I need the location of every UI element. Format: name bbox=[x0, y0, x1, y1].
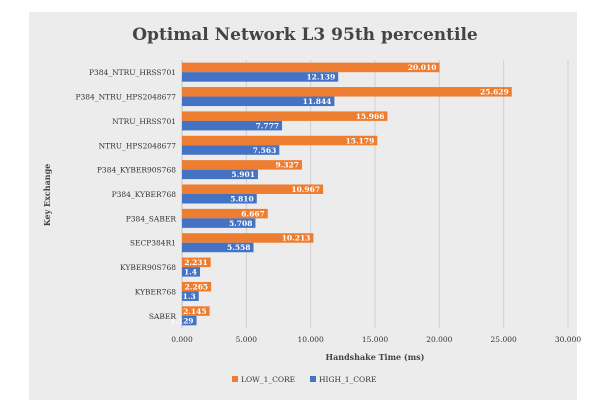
data-label: 7.777 bbox=[256, 121, 280, 130]
data-label: 25.629 bbox=[480, 88, 509, 97]
bar-high_1_core bbox=[182, 267, 201, 277]
data-label: 5.708 bbox=[229, 219, 253, 228]
bar-low_1_core bbox=[182, 233, 314, 243]
x-axis-title: Handshake Time (ms) bbox=[326, 352, 425, 362]
data-label: 9.327 bbox=[276, 161, 300, 170]
x-tick-label: 5.000 bbox=[236, 335, 258, 344]
data-label: 12.139 bbox=[306, 73, 335, 82]
bar-low_1_core bbox=[182, 306, 210, 316]
data-label: 1.129 bbox=[170, 316, 194, 325]
data-label: 1.4 bbox=[184, 268, 197, 277]
data-label: 15.179 bbox=[346, 136, 375, 145]
bar-low_1_core bbox=[182, 184, 324, 194]
bar-high_1_core bbox=[182, 315, 197, 326]
category-label: P384_SABER bbox=[126, 214, 177, 223]
x-tick-label: 0.000 bbox=[171, 335, 193, 344]
bar-low_1_core bbox=[182, 160, 303, 170]
x-tick-label: 25.000 bbox=[491, 335, 517, 344]
data-label: 2.231 bbox=[184, 258, 208, 267]
category-label: P384_KYBER90S768 bbox=[97, 166, 176, 175]
legend-label: HIGH_1_CORE bbox=[319, 375, 376, 384]
bar-low_1_core bbox=[182, 111, 388, 121]
category-label: SABER bbox=[149, 312, 177, 321]
bar-low_1_core bbox=[182, 281, 212, 292]
bar-low_1_core bbox=[182, 257, 211, 268]
category-label: P384_NTRU_HRSS701 bbox=[89, 68, 176, 77]
data-label: 10.213 bbox=[282, 234, 311, 243]
x-tick-label: 15.000 bbox=[362, 335, 388, 344]
bars: 20.010 12.139 25.629 11.844 15.966 7.777 15.17… bbox=[170, 62, 512, 326]
data-label: 20.010 bbox=[408, 63, 437, 72]
category-label: NTRU_HPS2048677 bbox=[99, 141, 177, 150]
legend-swatch bbox=[232, 376, 238, 382]
bar-high_1_core bbox=[182, 72, 339, 82]
data-label: 5.901 bbox=[231, 170, 255, 179]
legend-swatch bbox=[310, 376, 316, 382]
x-tick-label: 20.000 bbox=[426, 335, 452, 344]
category-label: NTRU_HRSS701 bbox=[112, 117, 176, 126]
legend-label: LOW_1_CORE bbox=[241, 375, 295, 384]
category-labels: P384_NTRU_HRSS701 P384_NTRU_HPS2048677 NTR… bbox=[75, 68, 176, 321]
data-label: 7.563 bbox=[253, 146, 277, 155]
category-label: P384_KYBER768 bbox=[112, 190, 177, 199]
data-label: 15.966 bbox=[356, 112, 385, 121]
category-label: KYBER90S768 bbox=[120, 263, 176, 272]
bar-high_1_core bbox=[182, 194, 257, 204]
chart-title: Optimal Network L3 95th percentile bbox=[132, 25, 478, 45]
category-label: SECP384R1 bbox=[130, 239, 176, 248]
bar-high_1_core bbox=[182, 145, 280, 155]
bar-high_1_core bbox=[182, 169, 258, 180]
bar-low_1_core bbox=[182, 87, 512, 97]
bar-low_1_core bbox=[182, 62, 440, 73]
y-axis-title: Key Exchange bbox=[42, 164, 52, 227]
x-tick-label: 10.000 bbox=[298, 335, 324, 344]
data-label: 2.145 bbox=[183, 307, 207, 316]
bar-high_1_core bbox=[182, 291, 199, 301]
data-label: 10.967 bbox=[291, 185, 320, 194]
data-label: 5.810 bbox=[230, 195, 254, 204]
data-label: 1.3 bbox=[183, 292, 196, 301]
category-label: KYBER768 bbox=[135, 287, 177, 296]
bar-high_1_core bbox=[182, 96, 335, 107]
data-label: 2.265 bbox=[185, 282, 209, 291]
bar-high_1_core bbox=[182, 218, 256, 228]
data-label: 11.844 bbox=[303, 97, 332, 106]
legend: LOW_1_CORE HIGH_1_CORE bbox=[232, 375, 376, 384]
bar-high_1_core bbox=[182, 242, 254, 253]
bar-low_1_core bbox=[182, 135, 378, 146]
x-tick-label: 30.000 bbox=[555, 335, 581, 344]
bar-low_1_core bbox=[182, 208, 268, 219]
data-label: 6.667 bbox=[241, 209, 265, 218]
category-label: P384_NTRU_HPS2048677 bbox=[75, 93, 176, 102]
data-label: 5.558 bbox=[227, 243, 251, 252]
x-tick-labels: 0.000 5.000 10.000 15.000 20.000 25.000 30.000 bbox=[171, 335, 581, 344]
bar-high_1_core bbox=[182, 120, 283, 131]
